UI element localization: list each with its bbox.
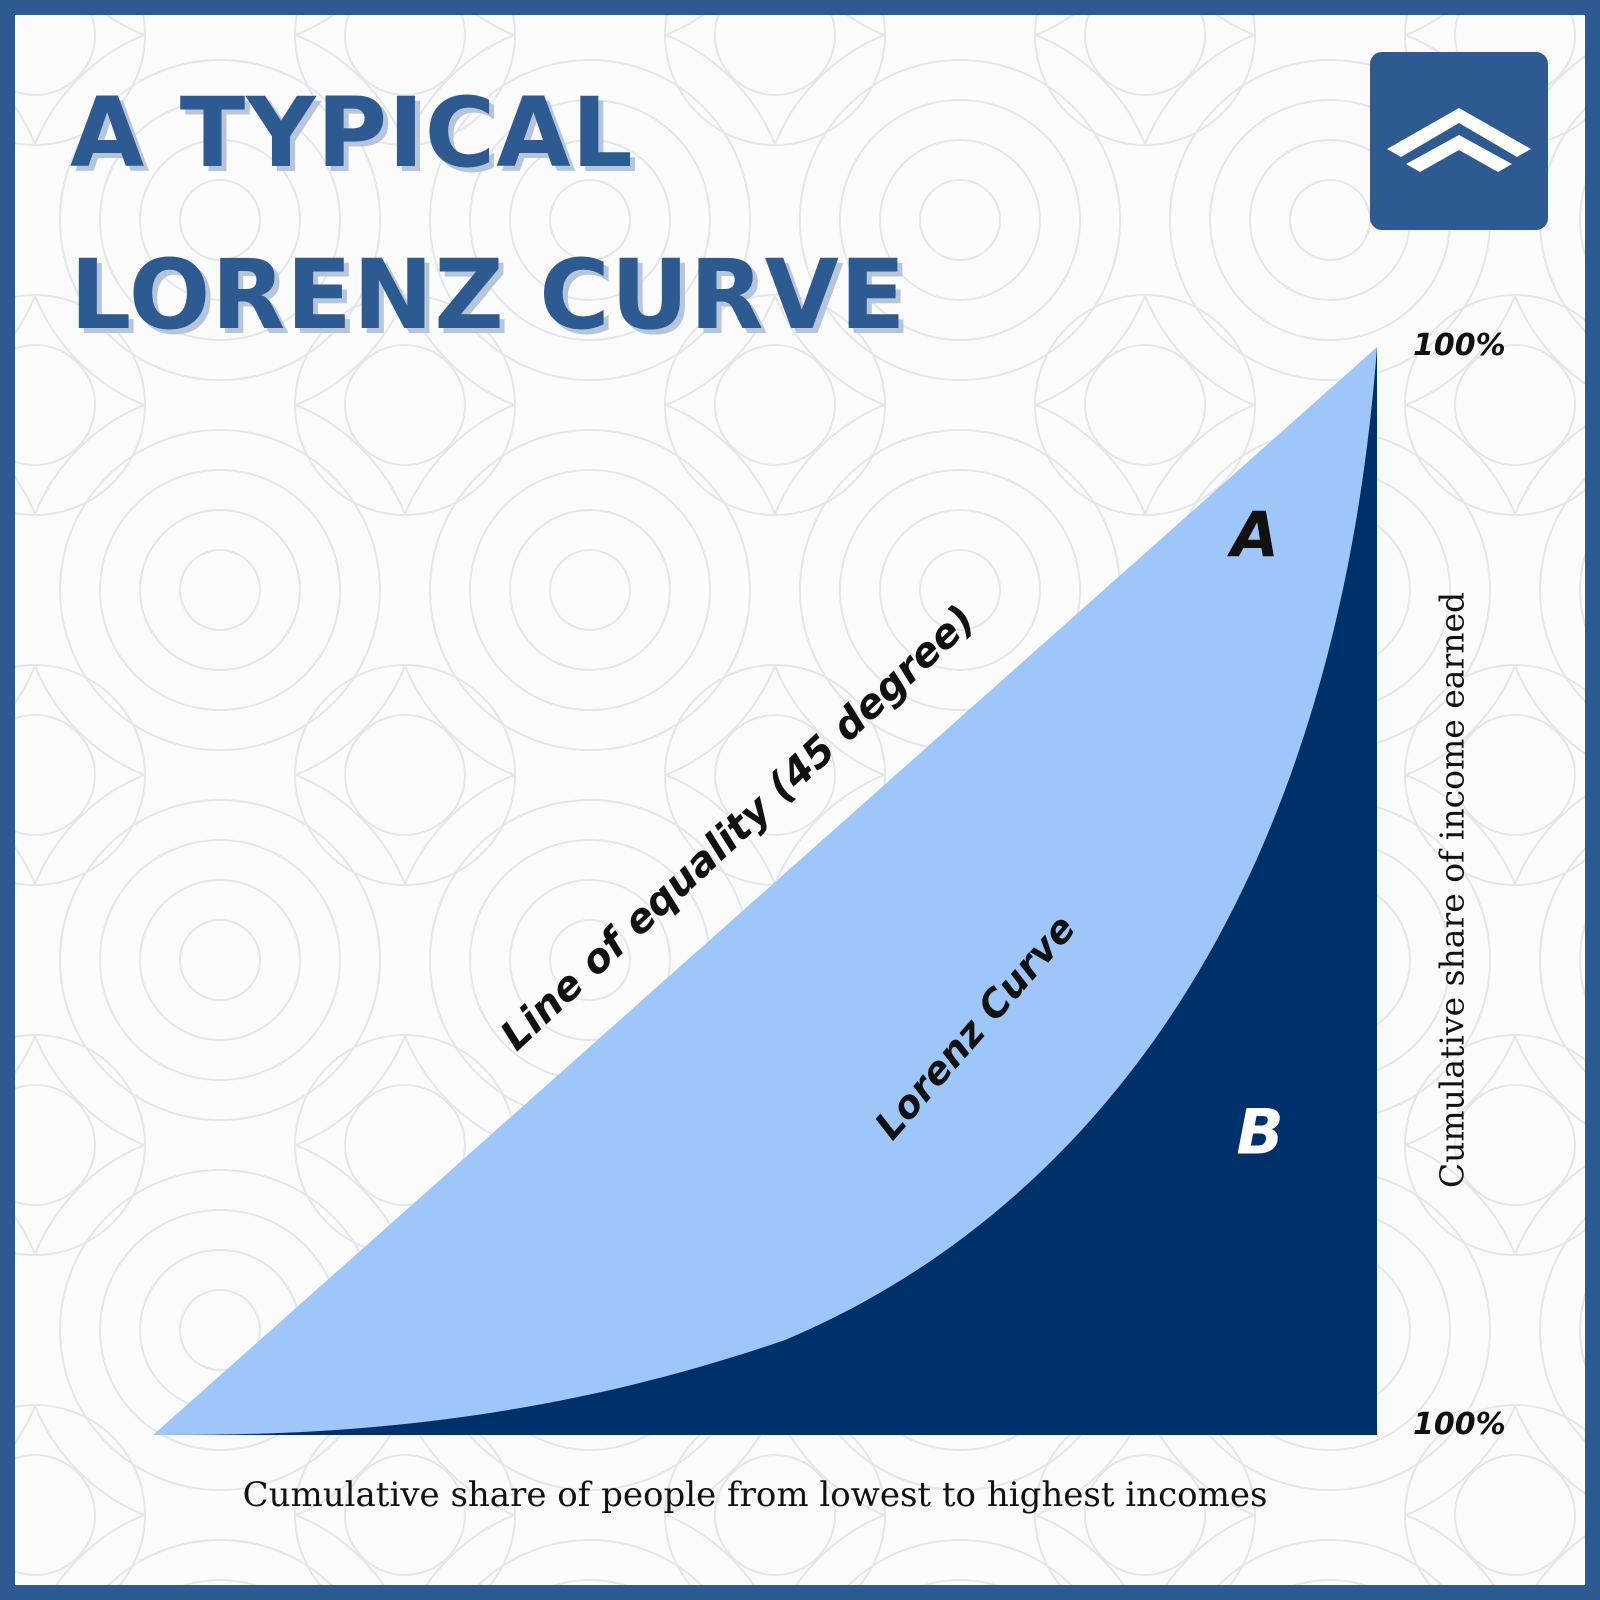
logo-badge — [1370, 52, 1548, 230]
double-chevron-up-icon — [1387, 108, 1531, 172]
lorenz-diagram — [153, 347, 1377, 1435]
region-a-label: A — [1231, 498, 1279, 572]
y-axis-100-label: 100% — [1413, 328, 1506, 363]
x-axis-100-label: 100% — [1413, 1407, 1506, 1442]
region-b-label: B — [1236, 1095, 1284, 1169]
y-axis-label: Cumulative share of income earned — [1432, 591, 1472, 1189]
title-line-2: LORENZ CURVE — [70, 239, 907, 351]
title-line-1: A TYPICAL — [70, 77, 634, 189]
x-axis-label: Cumulative share of people from lowest t… — [242, 1475, 1268, 1515]
area-a — [153, 347, 1377, 1435]
area-b — [153, 347, 1377, 1435]
